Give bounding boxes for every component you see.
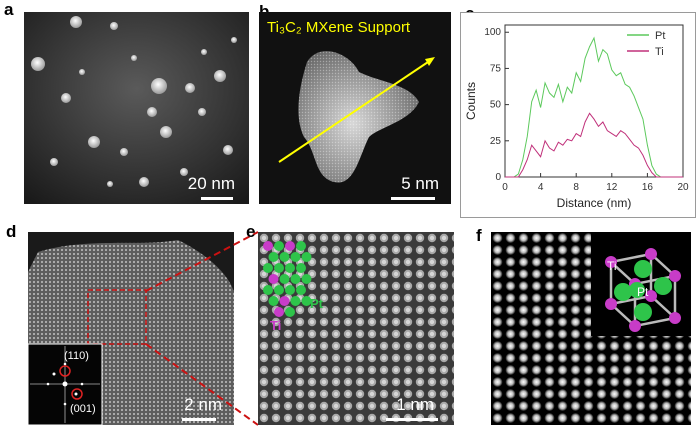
legend-label-ti: Ti xyxy=(655,46,664,58)
simulated-image: Ti Pt xyxy=(491,232,691,425)
scale-bar-label-a: 20 nm xyxy=(187,174,235,193)
ti-atom xyxy=(274,307,284,317)
fft-label-001: (001) xyxy=(70,403,96,415)
ti-atom xyxy=(263,241,273,251)
panel-c-frame: 0 4 8 12 16 20 0 25 50 75 100 Distance (nm) Counts Pt… xyxy=(460,12,696,218)
pt-atom xyxy=(290,274,301,284)
mxene-micrograph: Ti₃C₂ MXene Support xyxy=(259,12,451,204)
scale-bar-label-d: 2 nm xyxy=(184,395,222,414)
pt-atom xyxy=(268,252,279,262)
x-tick-label: 0 xyxy=(502,182,508,193)
pt-atom xyxy=(301,274,312,284)
fft-spot-001 xyxy=(71,388,83,400)
unit-cell-inset: Ti Pt xyxy=(591,232,691,336)
pt-atom xyxy=(279,274,290,284)
x-tick-label: 16 xyxy=(642,182,654,193)
panel-label-d: d xyxy=(6,222,17,241)
pt-atom xyxy=(301,296,312,306)
atomic-resolution-image: Pt Ti xyxy=(258,232,454,425)
ti-atom xyxy=(285,241,295,251)
pt-label-f: Pt xyxy=(637,285,649,299)
x-tick-label: 8 xyxy=(573,182,579,193)
x-tick-label: 12 xyxy=(606,182,618,193)
pt-atom xyxy=(274,263,284,273)
y-tick-label: 75 xyxy=(490,63,502,74)
scale-bar-a xyxy=(201,197,233,200)
pt-atom xyxy=(296,263,306,273)
scale-bar-d xyxy=(182,418,216,421)
line-scan-chart: 0 4 8 12 16 20 0 25 50 75 100 Distance (nm) Counts Pt… xyxy=(464,24,689,210)
y-axis-label: Counts xyxy=(464,82,478,120)
panel-label-e: e xyxy=(246,222,256,241)
panel-label-b: b xyxy=(259,2,269,22)
scale-bar-e xyxy=(386,418,438,421)
x-tick-label: 20 xyxy=(677,182,689,193)
series-line-ti xyxy=(505,112,683,178)
ti-label-e: Ti xyxy=(270,318,281,333)
y-tick-label: 0 xyxy=(495,172,501,183)
legend-label-pt: Pt xyxy=(655,30,665,42)
nanoparticles xyxy=(31,16,237,187)
x-tick-label: 4 xyxy=(538,182,544,193)
pt-atom xyxy=(290,252,301,262)
pt-atom xyxy=(285,285,295,295)
panel-b-title: Ti₃C₂ MXene Support xyxy=(267,19,411,36)
nanoparticle-micrograph xyxy=(24,12,249,204)
y-tick-label: 100 xyxy=(484,27,501,38)
pt-atom xyxy=(263,285,273,295)
pt-atom xyxy=(285,307,295,317)
pt-atom xyxy=(301,252,312,262)
scale-bar-label-b: 5 nm xyxy=(401,174,439,193)
x-axis-label: Distance (nm) xyxy=(557,196,632,210)
series-line-pt xyxy=(505,36,683,178)
pt-atom xyxy=(290,296,301,306)
scale-bar-label-e: 1 nm xyxy=(396,395,434,414)
panel-b-image: Ti₃C₂ MXene Support 5 nm xyxy=(259,12,451,204)
fft-label-110: (110) xyxy=(64,350,89,362)
pt-atom xyxy=(285,263,295,273)
pt-atom xyxy=(296,285,306,295)
pt-atom xyxy=(263,263,273,273)
pt-atom xyxy=(268,296,279,306)
panel-a-image: 20 nm xyxy=(24,12,249,204)
pt-atom xyxy=(296,241,306,251)
y-tick-label: 50 xyxy=(490,100,502,111)
y-tick-label: 25 xyxy=(490,136,502,147)
zoom-box xyxy=(87,289,147,345)
ti-atom xyxy=(268,274,279,284)
pt-atom xyxy=(274,241,284,251)
panel-d-image: (110) (001) 2 nm xyxy=(28,232,234,425)
fft-spot-110 xyxy=(59,365,71,377)
atom-model-overlay xyxy=(263,241,312,317)
hrtem-micrograph: (110) (001) xyxy=(28,232,234,425)
panel-label-f: f xyxy=(476,226,482,245)
pt-atom xyxy=(279,252,290,262)
plot-area xyxy=(504,24,684,178)
panel-f-image: Ti Pt xyxy=(491,232,691,425)
ti-label-f: Ti xyxy=(607,259,617,273)
line-scan-arrow xyxy=(278,59,432,163)
ti-atom xyxy=(279,296,290,306)
pt-atom xyxy=(274,285,284,295)
scale-bar-b xyxy=(391,197,435,200)
panel-label-a: a xyxy=(4,0,14,19)
pt-label-e: Pt xyxy=(310,296,324,311)
panel-e-image: Pt Ti 1 nm xyxy=(258,232,454,425)
